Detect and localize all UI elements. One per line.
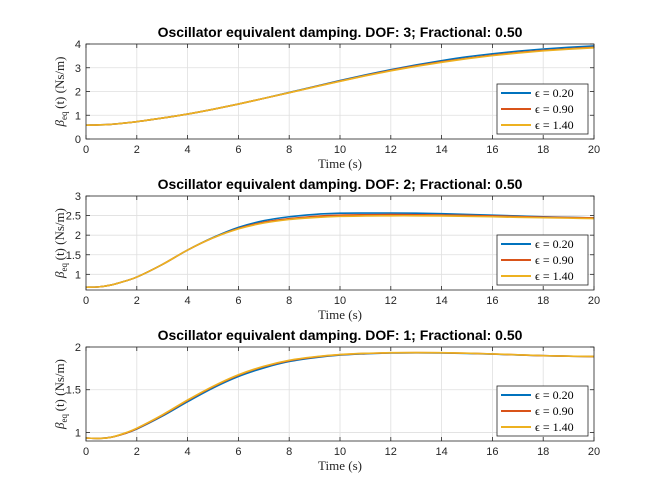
y-tick-label: 1 bbox=[75, 269, 81, 281]
legend-label: ϵ = 0.90 bbox=[535, 102, 574, 116]
y-tick-label: 1 bbox=[75, 427, 81, 439]
x-tick-label: 10 bbox=[334, 144, 346, 156]
x-tick-label: 6 bbox=[235, 144, 241, 156]
legend-label: ϵ = 1.40 bbox=[535, 118, 574, 132]
x-tick-label: 14 bbox=[435, 295, 447, 307]
legend: ϵ = 0.20 ϵ = 0.90 ϵ = 1.40 bbox=[496, 83, 589, 135]
x-tick-label: 4 bbox=[185, 295, 191, 307]
x-tick-label: 2 bbox=[134, 295, 140, 307]
y-tick-label: 1 bbox=[75, 110, 81, 122]
legend-label: ϵ = 0.90 bbox=[535, 404, 574, 418]
y-tick-label: 2 bbox=[75, 87, 81, 99]
x-tick-label: 0 bbox=[83, 446, 89, 458]
y-tick-label: 2 bbox=[75, 342, 81, 354]
x-tick-label: 18 bbox=[537, 446, 549, 458]
x-tick-label: 16 bbox=[486, 144, 498, 156]
x-tick-label: 20 bbox=[588, 144, 600, 156]
y-tick-label: 0 bbox=[75, 134, 81, 146]
chart-title: Oscillator equivalent damping. DOF: 1; F… bbox=[158, 327, 523, 343]
series-line-3 bbox=[86, 47, 594, 127]
y-axis-label: βeq (t) (Ns/m) bbox=[52, 208, 69, 279]
legend-label: ϵ = 0.20 bbox=[535, 86, 574, 100]
x-tick-label: 10 bbox=[334, 295, 346, 307]
x-tick-label: 2 bbox=[134, 446, 140, 458]
chart-panel-3: 0 2 4 6 8 10 12 14 16 18 20 1 1.5 2 Oscillator equival… bbox=[52, 327, 600, 473]
legend-label: ϵ = 0.20 bbox=[535, 388, 574, 402]
y-tick-label: 1.5 bbox=[66, 385, 81, 397]
series-line-3 bbox=[86, 351, 594, 440]
x-tick-label: 12 bbox=[385, 446, 397, 458]
legend-label: ϵ = 0.20 bbox=[535, 237, 574, 251]
x-tick-label: 6 bbox=[235, 295, 241, 307]
x-tick-label: 8 bbox=[286, 144, 292, 156]
y-tick-label: 2 bbox=[75, 230, 81, 242]
x-tick-label: 16 bbox=[486, 295, 498, 307]
x-tick-label: 16 bbox=[486, 446, 498, 458]
x-tick-label: 8 bbox=[286, 295, 292, 307]
x-tick-label: 10 bbox=[334, 446, 346, 458]
x-tick-label: 0 bbox=[83, 144, 89, 156]
x-tick-label: 18 bbox=[537, 144, 549, 156]
x-tick-label: 2 bbox=[134, 144, 140, 156]
x-tick-label: 18 bbox=[537, 295, 549, 307]
x-tick-label: 8 bbox=[286, 446, 292, 458]
x-tick-label: 20 bbox=[588, 295, 600, 307]
y-axis-label: βeq (t) (Ns/m) bbox=[52, 57, 69, 128]
y-axis-label: βeq (t) (Ns/m) bbox=[52, 359, 69, 430]
x-axis-label: Time (s) bbox=[318, 458, 362, 473]
y-tick-label: 2.5 bbox=[66, 211, 81, 223]
y-tick-label: 1.5 bbox=[66, 250, 81, 262]
series-lines bbox=[86, 351, 594, 440]
legend: ϵ = 0.20 ϵ = 0.90 ϵ = 1.40 bbox=[496, 385, 589, 437]
x-axis-label: Time (s) bbox=[318, 156, 362, 171]
series-lines bbox=[86, 212, 594, 289]
series-lines bbox=[86, 45, 594, 127]
x-tick-label: 12 bbox=[385, 295, 397, 307]
x-tick-label: 4 bbox=[185, 446, 191, 458]
chart-panel-2: 0 2 4 6 8 10 12 14 16 18 20 1 1.5 2 2.5 3 Oscillator equ… bbox=[52, 176, 600, 322]
legend-label: ϵ = 0.90 bbox=[535, 253, 574, 267]
x-tick-label: 14 bbox=[435, 446, 447, 458]
x-tick-label: 0 bbox=[83, 295, 89, 307]
series-line-3 bbox=[86, 214, 594, 289]
legend-label: ϵ = 1.40 bbox=[535, 269, 574, 283]
legend: ϵ = 0.20 ϵ = 0.90 ϵ = 1.40 bbox=[496, 234, 589, 286]
legend-label: ϵ = 1.40 bbox=[535, 420, 574, 434]
y-tick-label: 4 bbox=[75, 39, 81, 51]
x-axis-label: Time (s) bbox=[318, 307, 362, 322]
x-tick-label: 4 bbox=[185, 144, 191, 156]
chart-title: Oscillator equivalent damping. DOF: 2; F… bbox=[158, 176, 523, 192]
x-tick-label: 12 bbox=[385, 144, 397, 156]
y-tick-label: 3 bbox=[75, 191, 81, 203]
x-tick-label: 20 bbox=[588, 446, 600, 458]
chart-title: Oscillator equivalent damping. DOF: 3; F… bbox=[158, 24, 523, 40]
y-tick-label: 3 bbox=[75, 63, 81, 75]
x-tick-label: 14 bbox=[435, 144, 447, 156]
x-tick-label: 6 bbox=[235, 446, 241, 458]
